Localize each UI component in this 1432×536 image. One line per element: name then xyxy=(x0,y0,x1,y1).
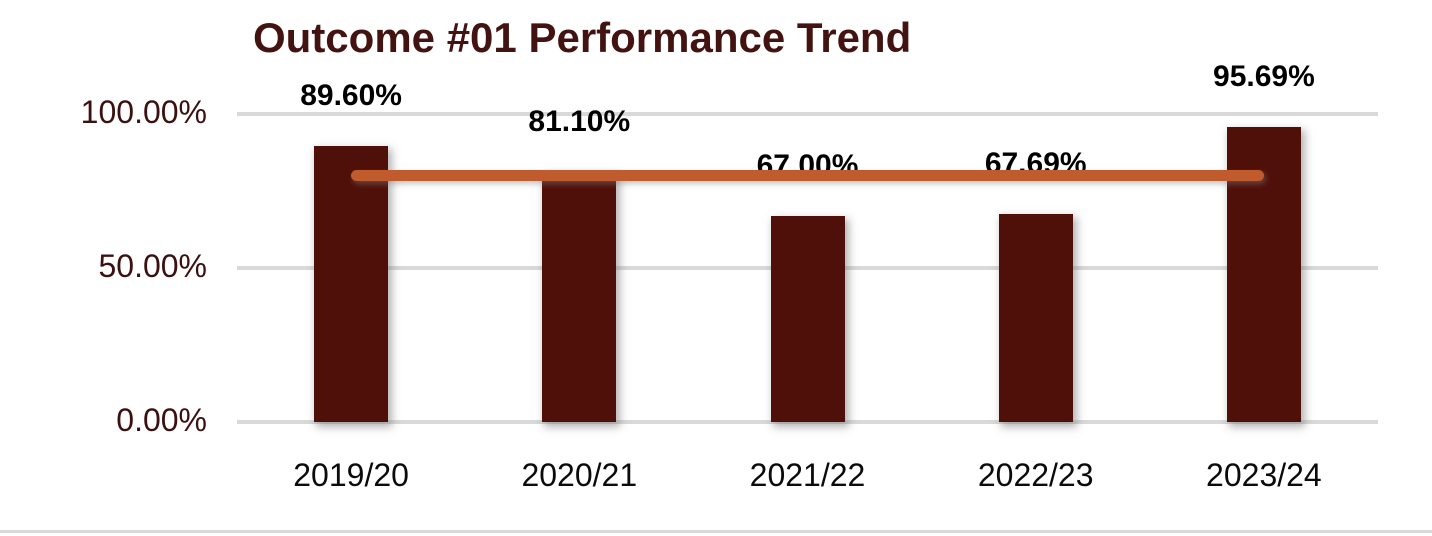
y-axis-tick-label: 0.00% xyxy=(116,402,207,438)
x-axis-tick-label: 2019/20 xyxy=(293,457,409,493)
bottom-divider xyxy=(0,530,1432,533)
data-label: 81.10% xyxy=(528,105,631,139)
x-axis-tick-label: 2020/21 xyxy=(521,457,638,493)
data-label: 89.60% xyxy=(300,79,402,113)
bar-2022-23 xyxy=(998,213,1073,422)
target-line xyxy=(351,170,1264,182)
y-axis-tick-label: 100.00% xyxy=(80,94,207,130)
gridline-0 xyxy=(237,420,1378,424)
data-label: 95.69% xyxy=(1213,60,1315,94)
chart-title: Outcome #01 Performance Trend xyxy=(253,14,912,61)
gridline-100 xyxy=(237,112,1378,116)
x-axis-tick-label: 2022/23 xyxy=(977,457,1094,493)
y-axis-tick-label: 50.00% xyxy=(98,248,207,284)
bar-2020-21 xyxy=(542,172,617,422)
bar-2019-20 xyxy=(314,146,389,422)
bar-2021-22 xyxy=(770,215,845,422)
x-axis-tick-label: 2021/22 xyxy=(749,457,866,493)
x-axis-tick-label: 2023/24 xyxy=(1206,457,1322,493)
